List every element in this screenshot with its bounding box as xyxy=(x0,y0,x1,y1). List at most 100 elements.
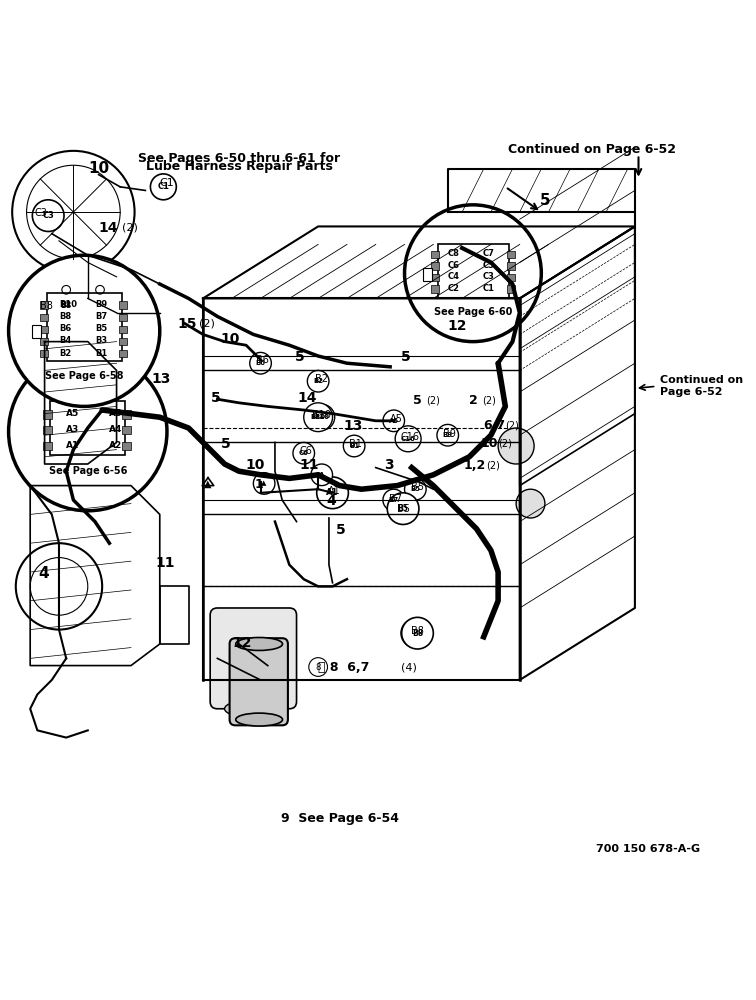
Text: (2): (2) xyxy=(506,420,519,430)
Text: B2: B2 xyxy=(313,378,323,384)
Text: 1: 1 xyxy=(255,478,264,491)
Circle shape xyxy=(404,205,541,342)
Bar xyxy=(431,251,439,258)
Text: B5: B5 xyxy=(95,324,107,333)
Bar xyxy=(507,285,516,293)
Text: 13: 13 xyxy=(151,372,171,386)
Text: 12: 12 xyxy=(448,319,467,333)
Circle shape xyxy=(516,489,545,518)
Circle shape xyxy=(383,489,404,511)
Text: 700 150 678-A-G: 700 150 678-A-G xyxy=(596,844,700,854)
Text: B1: B1 xyxy=(349,439,362,449)
Bar xyxy=(431,285,439,293)
Text: C4: C4 xyxy=(448,272,460,281)
Text: B6: B6 xyxy=(256,360,265,366)
Bar xyxy=(122,442,131,450)
Circle shape xyxy=(308,370,329,392)
Circle shape xyxy=(311,464,333,486)
Bar xyxy=(507,274,516,281)
Text: B8: B8 xyxy=(39,301,52,311)
Text: B7: B7 xyxy=(95,312,107,321)
Text: B8: B8 xyxy=(411,626,424,636)
Text: B8: B8 xyxy=(59,312,71,321)
Text: C6: C6 xyxy=(299,446,312,456)
Text: See Page 6-56: See Page 6-56 xyxy=(48,466,127,476)
Text: See Page 6-58: See Page 6-58 xyxy=(45,371,123,381)
Text: C6: C6 xyxy=(448,261,460,270)
Text: C8: C8 xyxy=(448,249,460,258)
Text: B8: B8 xyxy=(60,301,72,310)
Text: Ⓑ 8  6,7: Ⓑ 8 6,7 xyxy=(318,661,370,674)
Text: A1: A1 xyxy=(327,488,339,497)
Text: B6: B6 xyxy=(256,355,269,365)
Text: C5: C5 xyxy=(482,261,494,270)
Text: 5: 5 xyxy=(221,437,231,451)
Circle shape xyxy=(308,404,335,430)
Text: A4: A4 xyxy=(110,425,122,434)
Text: C3: C3 xyxy=(42,211,54,220)
Text: B10: B10 xyxy=(59,300,77,309)
Text: C1: C1 xyxy=(160,178,175,188)
Bar xyxy=(39,350,48,357)
Circle shape xyxy=(404,478,426,500)
Text: C1: C1 xyxy=(482,284,494,293)
Text: A5: A5 xyxy=(389,414,402,424)
Text: (2): (2) xyxy=(486,460,500,470)
Bar xyxy=(33,325,41,338)
Bar xyxy=(119,314,127,321)
Text: Lube Harness Repair Parts: Lube Harness Repair Parts xyxy=(145,160,333,173)
Text: A6: A6 xyxy=(110,409,122,418)
Text: 10: 10 xyxy=(245,458,265,472)
Text: (4): (4) xyxy=(401,662,417,672)
FancyBboxPatch shape xyxy=(51,401,125,455)
Text: 14: 14 xyxy=(298,391,317,405)
Bar xyxy=(431,262,439,270)
Text: See Pages 6-50 thru 6-61 for: See Pages 6-50 thru 6-61 for xyxy=(138,152,340,165)
Bar xyxy=(43,442,51,450)
Circle shape xyxy=(401,619,429,648)
FancyBboxPatch shape xyxy=(2,140,721,860)
Text: B10: B10 xyxy=(314,414,330,420)
Text: C1: C1 xyxy=(157,182,169,191)
Bar xyxy=(43,410,51,419)
Text: 15: 15 xyxy=(178,317,197,331)
Circle shape xyxy=(249,352,271,374)
Bar xyxy=(122,426,131,434)
Text: 13: 13 xyxy=(343,419,362,433)
Text: B9: B9 xyxy=(443,432,453,438)
Ellipse shape xyxy=(225,700,282,718)
Text: Continued on
Page 6-52: Continued on Page 6-52 xyxy=(660,375,743,397)
Text: B7: B7 xyxy=(389,494,402,504)
Text: 10: 10 xyxy=(481,437,498,450)
Circle shape xyxy=(293,442,314,464)
FancyBboxPatch shape xyxy=(438,244,509,298)
FancyBboxPatch shape xyxy=(230,638,288,725)
Text: B9: B9 xyxy=(444,429,457,439)
Text: B6: B6 xyxy=(59,324,71,333)
Text: 10: 10 xyxy=(221,332,240,346)
Bar xyxy=(119,326,127,333)
Circle shape xyxy=(317,477,349,509)
Text: C3: C3 xyxy=(482,272,494,281)
Text: 6,7: 6,7 xyxy=(483,419,506,432)
Text: C16: C16 xyxy=(401,432,420,442)
Text: B7: B7 xyxy=(389,497,399,503)
Text: A1: A1 xyxy=(67,441,79,450)
Text: C3: C3 xyxy=(35,208,48,218)
Bar xyxy=(39,338,48,345)
Text: 4: 4 xyxy=(38,566,48,581)
Text: 9  See Page 6-54: 9 See Page 6-54 xyxy=(280,812,398,825)
Text: 11: 11 xyxy=(300,458,319,472)
Text: B4: B4 xyxy=(59,336,71,345)
Text: 2: 2 xyxy=(469,394,477,407)
Circle shape xyxy=(387,493,419,524)
Text: 11: 11 xyxy=(156,556,175,570)
Text: 1,2: 1,2 xyxy=(464,459,486,472)
Text: (2): (2) xyxy=(426,396,440,406)
FancyBboxPatch shape xyxy=(210,608,296,709)
Text: B1: B1 xyxy=(349,443,359,449)
Text: B8: B8 xyxy=(412,629,423,638)
Circle shape xyxy=(401,617,433,649)
Text: (2): (2) xyxy=(498,439,513,449)
Text: B10: B10 xyxy=(311,410,330,420)
